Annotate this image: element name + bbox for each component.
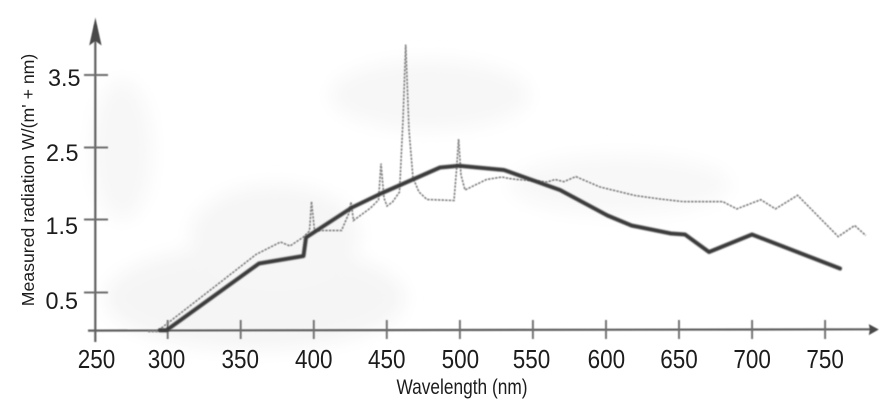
svg-text:550: 550 [513,344,551,374]
svg-text:0.5: 0.5 [46,288,79,315]
svg-text:300: 300 [148,344,186,374]
svg-text:250: 250 [78,344,116,374]
svg-text:2.5: 2.5 [46,140,79,167]
svg-text:1.5: 1.5 [46,213,79,240]
svg-text:3.5: 3.5 [48,65,81,92]
svg-text:350: 350 [222,344,260,374]
svg-text:450: 450 [368,344,406,374]
svg-text:700: 700 [733,344,771,374]
svg-text:650: 650 [660,344,698,374]
svg-text:Measured radiation W/(m' + nm): Measured radiation W/(m' + nm) [18,54,38,307]
svg-text:400: 400 [295,344,333,374]
svg-text:500: 500 [442,344,480,374]
svg-text:Wavelength (nm): Wavelength (nm) [397,375,528,399]
svg-text:750: 750 [806,344,844,374]
svg-text:600: 600 [588,344,626,374]
